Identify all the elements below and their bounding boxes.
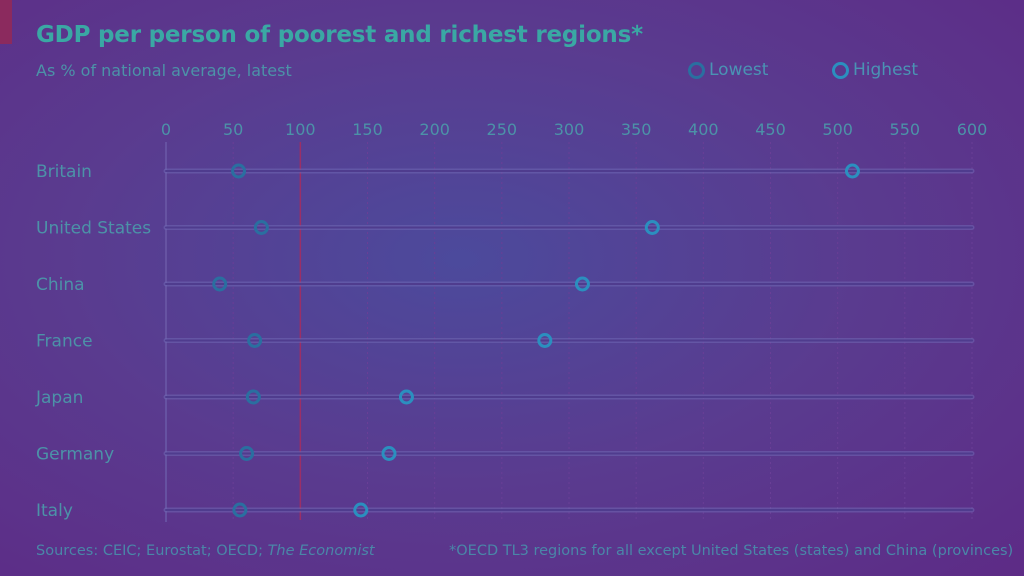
category-label: Italy	[36, 501, 73, 521]
x-tick-label: 250	[487, 120, 518, 139]
x-tick-label: 400	[688, 120, 719, 139]
category-label: China	[36, 275, 85, 295]
lowest-point	[253, 220, 269, 235]
lowest-point	[232, 502, 248, 518]
x-tick-label: 200	[419, 120, 450, 139]
sources-footer: Sources: CEIC; Eurostat; OECD; The Econo…	[36, 543, 375, 559]
legend-highest-marker-icon	[832, 61, 849, 79]
x-tick-label: 0	[161, 120, 171, 139]
sources-text: Sources: CEIC; Eurostat; OECD;	[36, 543, 268, 559]
x-tick-label: 550	[890, 120, 921, 139]
highest-point	[574, 276, 590, 292]
lowest-point	[245, 389, 261, 405]
x-tick-label: 450	[755, 120, 786, 139]
x-tick-label: 350	[621, 120, 652, 139]
legend-lowest: Lowest	[688, 60, 768, 80]
legend-lowest-marker-icon	[688, 61, 705, 79]
highest-point	[381, 446, 397, 461]
category-label: Britain	[36, 162, 92, 182]
lowest-point	[231, 163, 247, 179]
legend-highest: Highest	[832, 60, 918, 80]
sources-italic: The Economist	[267, 543, 375, 559]
highest-point	[353, 502, 369, 518]
x-tick-label: 100	[285, 120, 316, 139]
x-tick-label: 300	[554, 120, 585, 139]
chart-title: GDP per person of poorest and richest re…	[36, 22, 643, 48]
category-label: Germany	[36, 445, 114, 465]
lowest-point	[247, 333, 263, 348]
footnote: *OECD TL3 regions for all except United …	[449, 543, 1014, 559]
highest-point	[537, 333, 553, 348]
legend-highest-label: Highest	[853, 60, 919, 80]
highest-point	[644, 220, 660, 235]
lowest-point	[212, 276, 228, 292]
chart-subtitle: As % of national average, latest	[36, 61, 292, 80]
x-tick-label: 150	[352, 120, 383, 139]
highest-point	[844, 163, 860, 179]
category-label: France	[36, 332, 93, 352]
category-label: United States	[36, 219, 151, 239]
brand-tab	[0, 0, 12, 44]
lowest-point	[239, 446, 255, 461]
x-tick-label: 600	[957, 120, 988, 139]
category-label: Japan	[35, 388, 83, 408]
x-tick-label: 500	[822, 120, 853, 139]
x-tick-label: 50	[223, 120, 243, 139]
legend-lowest-label: Lowest	[709, 60, 769, 80]
highest-point	[398, 389, 414, 405]
